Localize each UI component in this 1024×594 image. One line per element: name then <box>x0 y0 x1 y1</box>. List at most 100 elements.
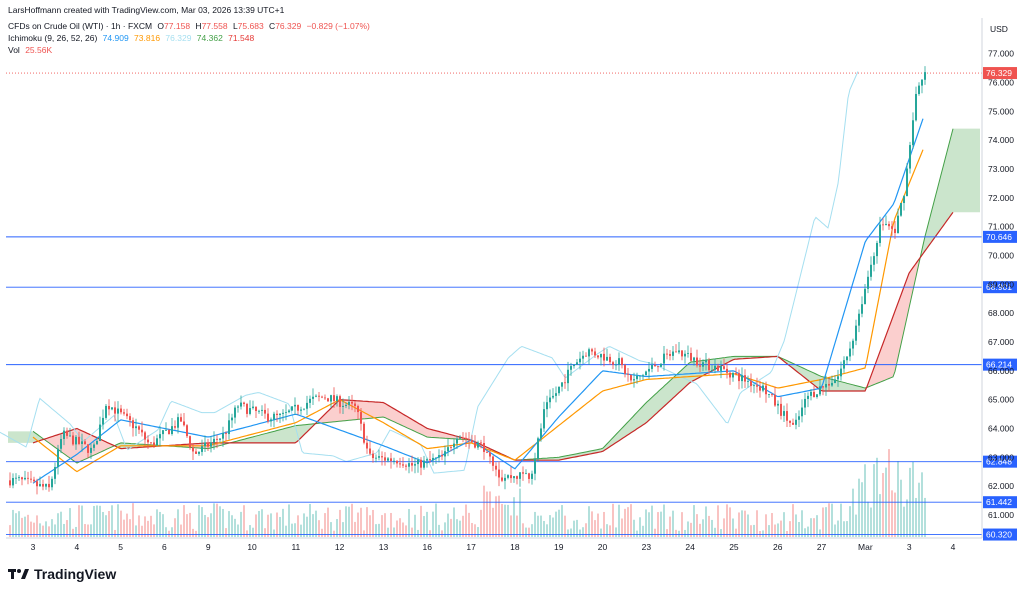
horizontal-levels[interactable]: 70.646 68.901 66.214 62.848 61.442 60.320 76.3… <box>6 67 1017 541</box>
cloud-segment <box>668 379 671 403</box>
cloud-segment <box>392 407 395 423</box>
cloud-segment <box>971 128 974 213</box>
cloud-segment <box>404 414 407 428</box>
volume-bar <box>267 514 269 537</box>
candle-body <box>924 72 926 80</box>
candle-body <box>258 410 260 412</box>
candle-body <box>903 196 905 204</box>
volume-bar <box>777 523 779 537</box>
candle-body <box>180 417 182 422</box>
volume-bar <box>231 515 233 537</box>
candle-body <box>840 368 842 377</box>
candle-body <box>591 349 593 352</box>
candle-body <box>774 394 776 406</box>
volume-bar <box>741 510 743 537</box>
cloud-segment <box>23 431 26 443</box>
candle-body <box>120 408 122 413</box>
cloud-segment <box>386 404 389 420</box>
volume-bar <box>537 515 539 537</box>
candle-body <box>63 430 65 440</box>
candle-body <box>447 447 449 452</box>
candle-body <box>318 395 320 397</box>
volume-bar <box>273 529 275 537</box>
volume-bar <box>906 499 908 537</box>
candle-body <box>720 366 722 371</box>
candle-body <box>726 368 728 373</box>
cloud-segment <box>878 348 881 383</box>
volume-bar <box>747 514 749 537</box>
volume-bar <box>858 478 860 537</box>
candle-body <box>48 483 50 488</box>
cloud-segment <box>959 128 962 213</box>
volume-bar <box>612 503 614 537</box>
cloud-segment <box>899 292 902 354</box>
senkou-span-b-line <box>32 211 954 461</box>
candle-body <box>18 477 20 479</box>
candle-body <box>756 385 758 387</box>
candlesticks <box>9 66 926 495</box>
cloud-segment <box>98 438 101 454</box>
volume-bar <box>189 512 191 537</box>
volume-bar <box>852 488 854 537</box>
volume-bar <box>93 505 95 537</box>
price-tick-label: 66.000 <box>988 366 1014 376</box>
candle-body <box>264 409 266 414</box>
cloud-segment <box>395 409 398 424</box>
candle-body <box>420 459 422 468</box>
cloud-segment <box>278 429 281 443</box>
candle-body <box>606 356 608 361</box>
price-tick-label: 63.000 <box>988 452 1014 462</box>
volume-bar <box>606 524 608 537</box>
candle-body <box>732 373 734 378</box>
volume-bar <box>57 513 59 537</box>
candle-body <box>693 357 695 361</box>
cloud-segment <box>620 427 623 441</box>
candle-body <box>876 242 878 257</box>
cloud-segment <box>368 401 371 419</box>
volume-bar <box>393 527 395 537</box>
volume-bar <box>645 509 647 537</box>
candle-body <box>474 442 476 448</box>
candle-body <box>93 444 95 448</box>
volume-bar <box>87 524 89 537</box>
candle-body <box>717 365 719 371</box>
volume-bar <box>219 506 221 537</box>
volume-bar <box>342 522 344 537</box>
volume-bar <box>600 528 602 537</box>
candle-body <box>624 365 626 374</box>
currency-label: USD <box>990 24 1008 34</box>
candle-body <box>195 451 197 454</box>
volume-bar <box>591 511 593 537</box>
volume-bar <box>114 529 116 537</box>
volume-value: 25.56K <box>25 45 53 55</box>
volume-bar <box>45 521 47 537</box>
level-price-tag <box>983 528 1017 541</box>
volume-bar <box>534 511 536 537</box>
volume-bar <box>714 527 716 537</box>
volume-bar <box>564 515 566 537</box>
candle-body <box>855 325 857 341</box>
cloud-segment <box>953 128 956 213</box>
candle-body <box>384 457 386 461</box>
volume-bar <box>717 505 719 537</box>
cloud-segment <box>611 436 614 446</box>
volume-bar <box>513 497 515 537</box>
volume-bar <box>855 514 857 537</box>
volume-bar <box>585 523 587 537</box>
candle-body <box>618 358 620 365</box>
candle-body <box>267 413 269 422</box>
candle-body <box>630 374 632 381</box>
volume-bar <box>552 517 554 537</box>
candle-body <box>348 401 350 405</box>
cloud-segment <box>923 232 926 254</box>
cloud-segment <box>674 374 677 398</box>
volume-bar <box>135 525 137 537</box>
volume-bar <box>306 516 308 537</box>
volume-bar <box>363 530 365 537</box>
candle-body <box>330 395 332 402</box>
volume-bar <box>915 497 917 537</box>
cloud-segment <box>854 385 857 391</box>
volume-bar <box>495 496 497 537</box>
cloud-segment <box>290 426 293 443</box>
